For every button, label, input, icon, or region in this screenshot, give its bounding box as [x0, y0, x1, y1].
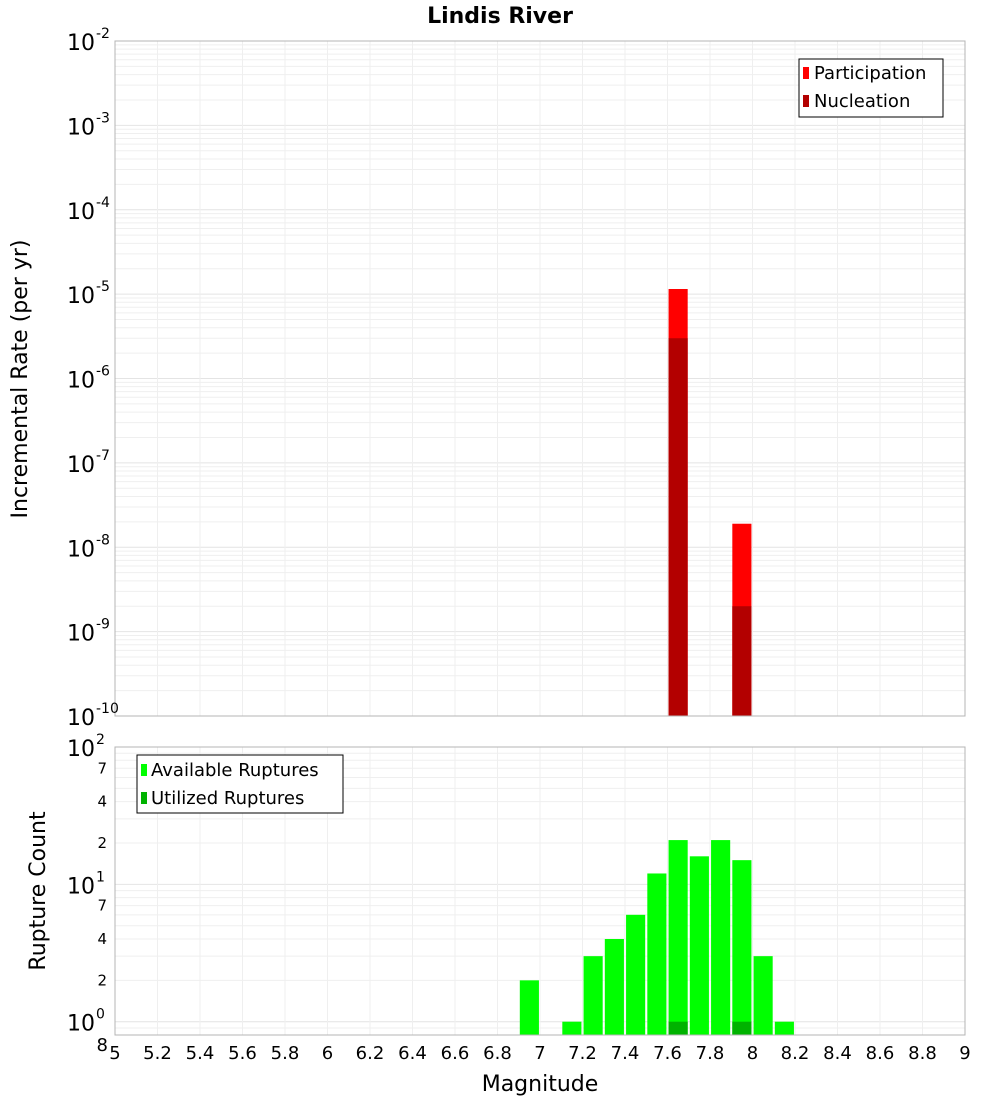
y-tick-label: 10 [67, 874, 95, 899]
y-minor-tick-label: 4 [97, 930, 107, 948]
y-minor-tick-label: 7 [97, 759, 107, 777]
x-tick-label: 7.4 [611, 1043, 640, 1064]
y-tick-label: 10 [67, 622, 95, 647]
bar-available-ruptures [711, 840, 730, 1035]
y-tick-exponent: -6 [96, 364, 110, 380]
y-tick-exponent: 0 [96, 1007, 105, 1023]
legend-swatch-nucleation [803, 95, 809, 107]
y-tick-label: 10 [67, 115, 95, 140]
x-axis-label: Magnitude [482, 1072, 599, 1097]
y-tick-exponent: -2 [96, 26, 110, 42]
legend-label-available: Available Ruptures [151, 760, 319, 781]
bar-available-ruptures [562, 1022, 581, 1035]
x-tick-label: 5.8 [271, 1043, 300, 1064]
top-y-ticks: 10-210-310-410-510-610-710-810-910-10 [67, 26, 119, 731]
y-tick-label: 10 [67, 453, 95, 478]
x-tick-label: 5 [109, 1043, 120, 1064]
x-tick-label: 8.2 [781, 1043, 810, 1064]
x-tick-label: 8 [747, 1043, 758, 1064]
y-minor-tick-label: 2 [97, 971, 107, 989]
legend-swatch-participation [803, 67, 809, 79]
y-tick-exponent: 2 [96, 732, 105, 748]
legend-swatch-available [141, 764, 147, 776]
bar-nucleation [669, 338, 688, 716]
y-tick-label: 10 [67, 537, 95, 562]
y-tick-exponent: -9 [96, 617, 110, 633]
y-tick-label: 10 [67, 1012, 95, 1037]
y-minor-tick-label: 4 [97, 793, 107, 811]
x-tick-label: 8.8 [908, 1043, 937, 1064]
y-minor-tick-label: 7 [97, 897, 107, 915]
bar-utilized-ruptures [669, 1022, 688, 1035]
y-tick-exponent: -10 [96, 701, 119, 717]
top-legend: Participation Nucleation [799, 59, 943, 117]
x-tick-label: 8.4 [823, 1043, 852, 1064]
x-tick-label: 5.4 [186, 1043, 215, 1064]
y-tick-label: 10 [67, 737, 95, 762]
legend-label-utilized: Utilized Ruptures [151, 788, 304, 809]
bar-available-ruptures [605, 939, 624, 1035]
y-tick-exponent: -8 [96, 532, 110, 548]
x-tick-label: 9 [959, 1043, 970, 1064]
x-tick-label: 6.6 [441, 1043, 470, 1064]
y-tick-exponent: -4 [96, 195, 110, 211]
bar-available-ruptures [690, 856, 709, 1035]
x-tick-label: 7.2 [568, 1043, 597, 1064]
top-y-axis-label: Incremental Rate (per yr) [8, 240, 33, 519]
x-ticks: 5 5.2 5.4 5.6 5.8 6 6.2 6.4 6.6 6.8 7 7.2 7.4 7.6 7.8 8… [109, 1043, 970, 1064]
bar-available-ruptures [669, 840, 688, 1035]
y-tick-exponent: -7 [96, 448, 110, 464]
bar-available-ruptures [775, 1022, 794, 1035]
x-tick-label: 7 [534, 1043, 545, 1064]
y-minor-tick-label: 2 [97, 834, 107, 852]
y-tick-label: 10 [67, 31, 95, 56]
x-tick-label: 7.6 [653, 1043, 682, 1064]
y-tick-exponent: -3 [96, 110, 110, 126]
bar-available-ruptures [584, 956, 603, 1035]
y-tick-label: 10 [67, 369, 95, 394]
bar-available-ruptures [626, 915, 645, 1035]
bar-utilized-ruptures [732, 1022, 751, 1035]
bottom-y-axis-label: Rupture Count [26, 811, 51, 971]
bar-available-ruptures [647, 873, 666, 1035]
x-tick-label: 6 [322, 1043, 333, 1064]
bar-available-ruptures [754, 956, 773, 1035]
x-tick-label: 8.6 [866, 1043, 895, 1064]
y-tick-label: 10 [67, 284, 95, 309]
top-grid [115, 41, 965, 716]
bottom-legend: Available Ruptures Utilized Ruptures [137, 755, 343, 813]
x-tick-label: 6.8 [483, 1043, 512, 1064]
legend-swatch-utilized [141, 792, 147, 804]
bar-nucleation [732, 606, 751, 716]
y-tick-exponent: -5 [96, 279, 110, 295]
y-tick-label: 10 [67, 200, 95, 225]
legend-label-nucleation: Nucleation [814, 91, 910, 112]
y-tick-label: 10 [67, 706, 95, 731]
x-tick-label: 5.6 [228, 1043, 257, 1064]
chart-title: Lindis River [427, 4, 573, 29]
x-tick-label: 6.2 [356, 1043, 385, 1064]
y-tick-exponent: 1 [96, 869, 105, 885]
bar-available-ruptures [732, 860, 751, 1035]
x-tick-label: 6.4 [398, 1043, 427, 1064]
x-tick-label: 7.8 [696, 1043, 725, 1064]
x-tick-label: 5.2 [143, 1043, 172, 1064]
bar-available-ruptures [520, 980, 539, 1035]
y-minor-tick-label: 8 [97, 1035, 108, 1056]
legend-label-participation: Participation [814, 63, 926, 84]
